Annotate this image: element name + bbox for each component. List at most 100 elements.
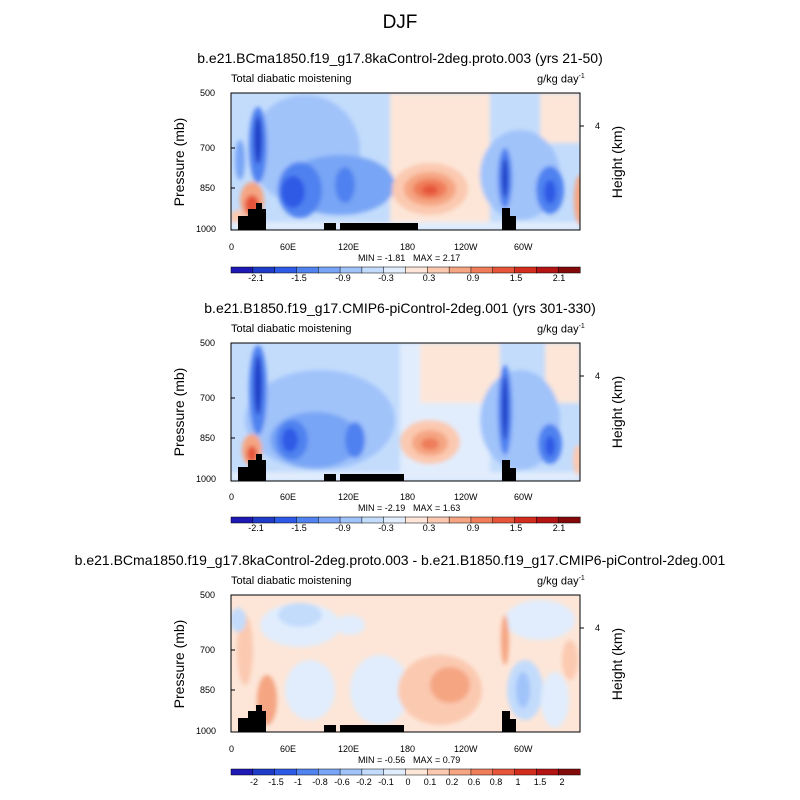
- colorbar-label: -0.3: [378, 523, 394, 533]
- colorbar-segment: [557, 768, 581, 776]
- panel-2-ytick-right: 4: [595, 371, 601, 381]
- panel-2-ytick: 700: [200, 393, 216, 403]
- panel-3-ytick: 1000: [196, 726, 217, 736]
- colorbar-label: -0.2: [356, 777, 372, 787]
- colorbar-segment: [339, 768, 363, 776]
- panel-3-min: MIN = -0.56: [358, 755, 406, 765]
- panel-1-max: MAX = 2.17: [413, 253, 461, 263]
- panel-2-min: MIN = -2.19: [358, 503, 406, 513]
- colorbar-segment: [427, 266, 450, 274]
- panel-1-xtick: 120W: [454, 242, 478, 252]
- panel-2-ytick: 1000: [196, 474, 217, 484]
- panel-2-units: g/kg day-1: [537, 323, 585, 336]
- colorbar-label: -2.1: [248, 523, 264, 533]
- colorbar-label: 0: [405, 777, 411, 787]
- panel-1-xtick: 0: [229, 242, 235, 252]
- colorbar-label: -0.9: [335, 523, 351, 533]
- colorbar-segment: [252, 768, 276, 776]
- colorbar-segment: [383, 266, 407, 274]
- panel-1-ytick: 1000: [196, 224, 217, 234]
- colorbar-label: -1.5: [291, 523, 307, 533]
- colorbar-segment: [383, 516, 407, 524]
- panel-3-units: g/kg day-1: [537, 575, 585, 588]
- panel-2-colorbar: [230, 516, 581, 524]
- colorbar-segment: [230, 516, 254, 524]
- colorbar-label: 1.5: [509, 523, 523, 533]
- panel-3-ytick: 700: [200, 645, 216, 655]
- colorbar-segment: [536, 266, 559, 274]
- panel-2-xtick: 120E: [338, 492, 360, 502]
- colorbar-label: -2: [249, 777, 258, 787]
- colorbar-segment: [492, 266, 516, 274]
- panel-3-ytick: 850: [200, 685, 216, 695]
- panel-1-xtick: 60E: [280, 242, 297, 252]
- colorbar-segment: [296, 516, 319, 524]
- panel-1-field: [231, 93, 580, 230]
- panel-2-ytick: 850: [200, 433, 216, 443]
- colorbar-segment: [448, 516, 472, 524]
- panel-2-xtick: 120W: [454, 492, 478, 502]
- colorbar-label: 1: [515, 777, 521, 787]
- colorbar-segment: [339, 516, 363, 524]
- colorbar-label: -1.5: [291, 273, 307, 283]
- panel-3-xtick: 60E: [280, 744, 297, 754]
- colorbar-segment: [252, 266, 276, 274]
- panel-2-max: MAX = 1.63: [413, 503, 461, 513]
- colorbar-segment: [339, 266, 363, 274]
- panel-1-xtick: 180: [400, 242, 416, 252]
- panel-1-variable: Total diabatic moistening: [231, 73, 352, 85]
- colorbar-segment: [405, 266, 428, 274]
- colorbar-label: 0.9: [466, 273, 480, 283]
- colorbar-segment: [470, 266, 494, 274]
- panel-3-xtick: 0: [229, 744, 235, 754]
- colorbar-label: 2.1: [552, 273, 566, 283]
- colorbar-label: -0.1: [378, 777, 394, 787]
- colorbar-label: -0.9: [335, 273, 351, 283]
- colorbar-segment: [427, 516, 450, 524]
- panel-2-ytick: 500: [200, 338, 216, 348]
- panel-2-field: [231, 343, 580, 481]
- panel-3-xtick: 120E: [338, 744, 360, 754]
- panel-1-min: MIN = -1.81: [358, 253, 406, 263]
- colorbar-label: -0.3: [378, 273, 394, 283]
- panel-1-title: b.e21.BCma1850.f19_g17.8kaControl-2deg.p…: [197, 50, 603, 66]
- colorbar-label: -1: [293, 777, 302, 787]
- panel-2-variable: Total diabatic moistening: [231, 323, 352, 335]
- colorbar-segment: [383, 768, 407, 776]
- panel-1-colorbar: [230, 266, 581, 274]
- colorbar-segment: [492, 516, 516, 524]
- panel-3-variable: Total diabatic moistening: [231, 575, 352, 587]
- colorbar-segment: [514, 768, 537, 776]
- colorbar-label: 0.3: [422, 273, 436, 283]
- colorbar-label: -1.5: [268, 777, 284, 787]
- panel-3-ytick: 500: [200, 590, 216, 600]
- colorbar-segment: [361, 516, 385, 524]
- panel-1-units: g/kg day-1: [537, 73, 585, 86]
- colorbar-label: 0.3: [422, 523, 436, 533]
- colorbar-label: 0.1: [423, 777, 437, 787]
- panel-2-xtick: 60E: [280, 492, 297, 502]
- panel-3-max: MAX = 0.79: [413, 755, 461, 765]
- colorbar-label: 2: [559, 777, 565, 787]
- panel-1-xtick: 120E: [338, 242, 360, 252]
- colorbar-segment: [274, 768, 297, 776]
- figure-title: DJF: [382, 12, 418, 33]
- colorbar-segment: [252, 516, 276, 524]
- colorbar-segment: [470, 768, 494, 776]
- colorbar-segment: [514, 516, 537, 524]
- panel-1-ytick-right: 4: [595, 121, 601, 131]
- colorbar-segment: [536, 768, 559, 776]
- colorbar-label: 1.5: [533, 777, 547, 787]
- colorbar-label: 0.9: [466, 523, 480, 533]
- panel-3-ytick-right: 4: [595, 623, 601, 633]
- colorbar-segment: [296, 768, 319, 776]
- colorbar-segment: [361, 266, 385, 274]
- colorbar-label: 0.8: [489, 777, 503, 787]
- panel-3-xtick: 120W: [454, 744, 478, 754]
- colorbar-segment: [318, 266, 341, 274]
- panel-3-xtick: 180: [400, 744, 416, 754]
- colorbar-segment: [405, 516, 428, 524]
- panel-2-xtick: 0: [229, 492, 235, 502]
- colorbar-label: 0.6: [467, 777, 481, 787]
- colorbar-segment: [230, 266, 254, 274]
